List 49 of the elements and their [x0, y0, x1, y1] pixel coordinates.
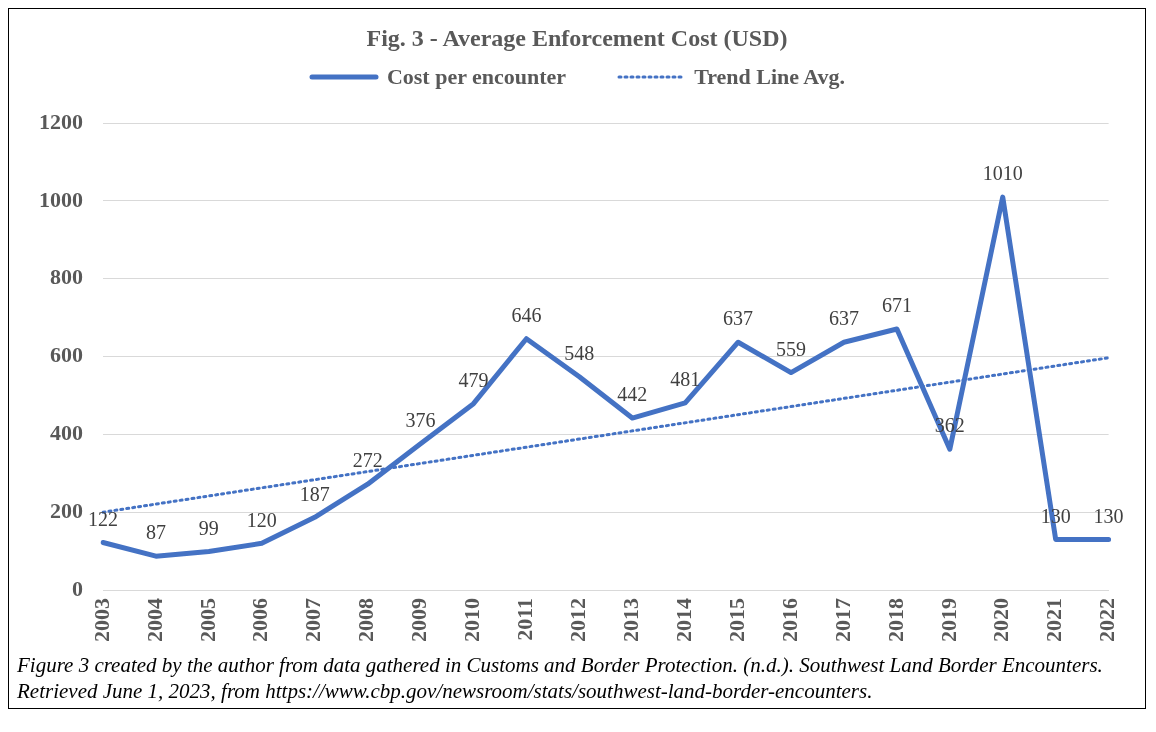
x-tick-label: 2010: [459, 598, 485, 642]
data-label: 481: [670, 368, 701, 391]
data-label: 637: [723, 307, 754, 330]
y-tick-label: 800: [50, 264, 83, 290]
y-tick-label: 200: [50, 497, 83, 523]
data-label: 442: [617, 383, 648, 406]
x-tick-label: 2006: [247, 598, 273, 642]
x-tick-label: 2019: [935, 598, 961, 642]
data-label: 87: [145, 521, 166, 544]
y-tick-label: 400: [50, 420, 83, 446]
legend-label: Cost per encounter: [386, 64, 567, 90]
data-label: 548: [564, 342, 595, 365]
x-tick-label: 2011: [512, 598, 538, 641]
y-tick-label: 600: [50, 342, 83, 368]
data-label: 376: [405, 408, 436, 431]
y-tick-label: 0: [72, 575, 83, 601]
x-tick-label: 2014: [670, 598, 696, 642]
x-tick-label: 2022: [1094, 598, 1120, 642]
legend-label: Trend Line Avg.: [694, 64, 846, 90]
x-tick-label: 2016: [776, 598, 802, 642]
x-tick-label: 2020: [988, 598, 1014, 642]
data-label: 479: [458, 368, 489, 391]
x-tick-label: 2005: [194, 598, 220, 642]
x-tick-label: 2021: [1041, 598, 1067, 642]
x-tick-label: 2017: [829, 598, 855, 642]
x-tick-label: 2013: [617, 598, 643, 642]
x-tick-label: 2018: [882, 598, 908, 642]
y-tick-label: 1000: [39, 186, 83, 212]
x-tick-label: 2007: [300, 598, 326, 642]
data-label: 1010: [982, 162, 1023, 185]
x-tick-label: 2012: [565, 598, 591, 642]
data-label: 637: [828, 307, 859, 330]
y-tick-label: 1200: [39, 108, 83, 134]
data-label: 187: [299, 482, 330, 505]
caption: Figure 3 created by the author from data gathered in Customs and Border Protection. (n.d.). Southwest Land Border Encounters. Retrieved June 1, 2023, from https://www.cbp.gov/newsroom/stats/southwest-land-border-encounters.: [16, 652, 1104, 705]
data-label: 130: [1093, 504, 1124, 527]
data-label: 120: [246, 508, 277, 531]
data-label: 671: [881, 294, 912, 317]
data-label: 559: [776, 337, 807, 360]
data-label: 646: [511, 303, 542, 326]
x-tick-label: 2004: [141, 598, 167, 642]
data-label: 99: [198, 516, 219, 539]
data-label: 272: [352, 449, 383, 472]
x-tick-label: 2015: [723, 598, 749, 642]
x-tick-label: 2003: [88, 598, 114, 642]
data-label: 122: [88, 507, 118, 530]
x-tick-label: 2008: [353, 598, 379, 642]
chart-title: Fig. 3 - Average Enforcement Cost (USD): [365, 24, 789, 52]
x-tick-label: 2009: [406, 598, 432, 642]
